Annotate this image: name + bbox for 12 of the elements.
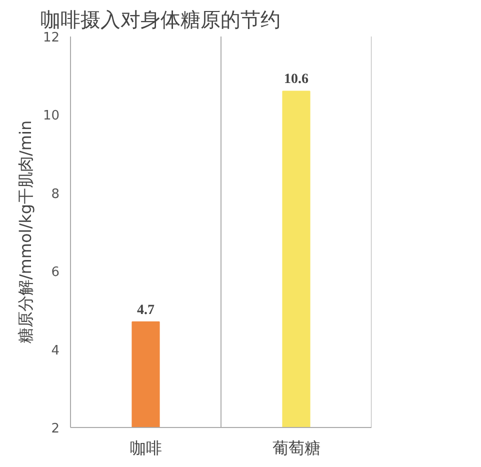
- y-tick-label: 4: [51, 343, 60, 358]
- x-tick-label: 葡萄糖: [272, 438, 320, 458]
- chart-title: 咖啡摄入对身体糖原的节约: [40, 8, 280, 32]
- x-tick-label: 咖啡: [130, 438, 162, 458]
- y-axis-title: 糖原分解/mmol/kg干肌肉/min: [16, 120, 35, 344]
- data-label: 10.6: [284, 72, 308, 88]
- y-tick-label: 6: [51, 265, 60, 280]
- y-tick-label: 12: [42, 30, 60, 46]
- data-label: 4.7: [137, 302, 154, 318]
- y-tick-label: 2: [51, 422, 60, 436]
- y-tick-label: 8: [51, 186, 60, 202]
- y-tick-label: 10: [42, 108, 60, 124]
